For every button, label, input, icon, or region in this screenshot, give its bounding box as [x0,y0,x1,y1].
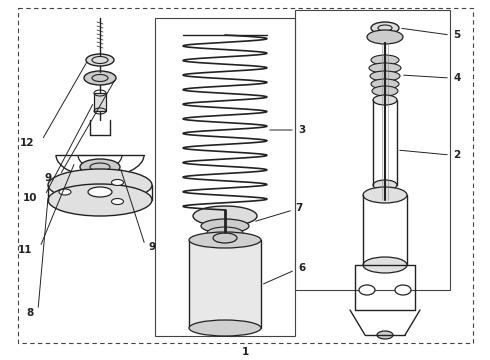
Bar [295,10,450,290]
Ellipse shape [371,22,399,34]
Ellipse shape [207,227,243,239]
Ellipse shape [363,187,407,203]
Text: 4: 4 [453,73,461,83]
Text: 3: 3 [298,125,305,135]
Ellipse shape [367,30,403,44]
Ellipse shape [193,206,257,226]
Ellipse shape [59,189,71,195]
Ellipse shape [88,187,112,197]
Ellipse shape [359,285,375,295]
Ellipse shape [189,232,261,248]
Ellipse shape [371,55,399,65]
Ellipse shape [371,79,399,89]
Text: 9: 9 [45,173,52,183]
Ellipse shape [373,95,397,105]
Bar [155,18,295,336]
Text: 11: 11 [18,245,32,255]
Text: 10: 10 [23,193,37,203]
Ellipse shape [377,331,393,339]
Text: 6: 6 [298,263,305,273]
Text: 1: 1 [242,347,248,357]
Bar [94,93,106,111]
Ellipse shape [395,285,411,295]
Ellipse shape [86,54,114,66]
Text: 12: 12 [20,138,34,148]
Ellipse shape [373,180,397,190]
Ellipse shape [112,198,123,204]
Ellipse shape [213,233,237,243]
Ellipse shape [48,169,152,201]
Ellipse shape [189,320,261,336]
Text: 7: 7 [295,203,302,213]
Ellipse shape [372,86,398,96]
Text: 8: 8 [26,308,34,318]
Ellipse shape [369,63,401,73]
Text: 5: 5 [453,30,460,40]
Ellipse shape [201,219,249,233]
Ellipse shape [48,184,152,216]
Bar [189,240,261,328]
Ellipse shape [80,159,120,175]
Ellipse shape [363,257,407,273]
Ellipse shape [370,71,400,81]
Ellipse shape [84,71,116,85]
Ellipse shape [112,180,123,185]
Text: 2: 2 [453,150,460,160]
Text: 9: 9 [148,242,155,252]
